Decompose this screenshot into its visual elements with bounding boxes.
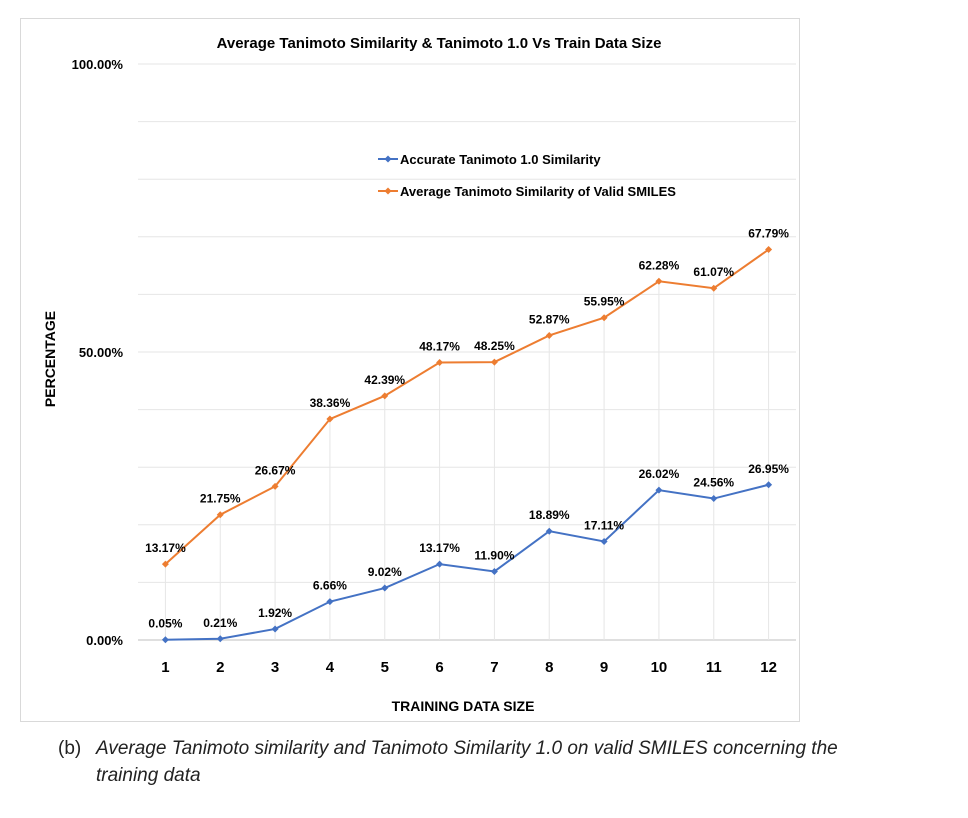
data-label: 17.11% — [584, 518, 624, 532]
data-point — [545, 331, 553, 339]
data-point — [765, 481, 773, 489]
data-point — [765, 246, 773, 254]
series-line-1 — [165, 483, 769, 641]
x-axis-title: TRAINING DATA SIZE — [392, 698, 535, 714]
legend: Accurate Tanimoto 1.0 Similarity Average … — [378, 152, 676, 199]
data-label: 67.79% — [748, 227, 789, 241]
data-point — [545, 527, 553, 535]
caption-line-1: Average Tanimoto similarity and Tanimoto… — [96, 738, 838, 759]
data-label: 13.17% — [145, 541, 186, 555]
x-tick-label: 10 — [651, 659, 668, 676]
x-tick-label: 12 — [760, 659, 777, 676]
x-tick-label: 2 — [216, 659, 224, 676]
data-point — [490, 567, 498, 575]
data-label: 48.17% — [419, 340, 460, 354]
data-point — [600, 314, 608, 322]
gridlines — [138, 63, 796, 641]
y-tick-label: 100.00% — [72, 57, 124, 72]
legend-entry: Average Tanimoto Similarity of Valid SMI… — [400, 184, 676, 199]
x-tick-label: 11 — [706, 659, 722, 676]
y-tick-label: 50.00% — [79, 345, 124, 360]
data-point — [490, 358, 498, 366]
data-point — [326, 598, 334, 606]
data-label: 6.66% — [313, 579, 347, 593]
data-label: 48.25% — [474, 339, 515, 353]
caption-line-2: training data — [96, 765, 201, 786]
data-point — [600, 537, 608, 545]
chart-frame: Average Tanimoto Similarity & Tanimoto 1… — [20, 18, 800, 722]
data-point — [381, 584, 389, 592]
data-label: 26.67% — [255, 463, 296, 477]
data-label: 18.89% — [529, 508, 570, 522]
legend-swatch-marker — [384, 187, 392, 195]
x-tick-label: 4 — [326, 659, 335, 676]
caption-prefix: (b) — [58, 738, 82, 759]
data-label: 1.92% — [258, 606, 292, 620]
line-chart: Average Tanimoto Similarity & Tanimoto 1… — [42, 35, 796, 714]
data-point — [710, 284, 718, 292]
data-point — [271, 482, 279, 490]
x-tick-label: 3 — [271, 659, 279, 676]
data-point — [216, 635, 224, 643]
chart-title: Average Tanimoto Similarity & Tanimoto 1… — [217, 35, 662, 52]
data-point — [326, 415, 334, 423]
series-line-2 — [164, 248, 770, 565]
x-tick-label: 5 — [381, 659, 389, 676]
x-tick-label: 1 — [161, 659, 169, 676]
data-point — [655, 277, 663, 285]
data-point — [710, 495, 718, 503]
data-point — [655, 486, 663, 494]
data-point — [271, 625, 279, 633]
figure-caption: (b) Average Tanimoto similarity and Tanim… — [58, 735, 963, 789]
data-label: 11.90% — [474, 548, 514, 562]
data-label: 38.36% — [310, 396, 351, 410]
data-label: 0.21% — [203, 616, 237, 630]
x-tick-label: 8 — [545, 659, 553, 676]
data-point — [381, 392, 389, 400]
data-label: 52.87% — [529, 312, 570, 326]
series-lines — [161, 246, 773, 644]
legend-swatch-marker — [384, 155, 392, 163]
y-axis-ticks: 0.00% 50.00% 100.00% — [72, 57, 124, 648]
y-axis-title: PERCENTAGE — [42, 311, 58, 407]
data-label: 42.39% — [364, 373, 405, 387]
data-point — [436, 359, 444, 367]
data-labels: 0.05% 0.21% 1.92% 6.66% 9.02% 13.17% 11.90% 18.… — [145, 227, 789, 631]
legend-entry: Accurate Tanimoto 1.0 Similarity — [400, 152, 601, 167]
data-point — [161, 560, 169, 568]
data-label: 26.95% — [748, 462, 789, 476]
data-label: 13.17% — [419, 541, 460, 555]
x-tick-label: 9 — [600, 659, 608, 676]
y-tick-label: 0.00% — [86, 633, 123, 648]
data-label: 26.02% — [639, 467, 680, 481]
data-label: 55.95% — [584, 295, 625, 309]
data-point — [436, 560, 444, 568]
x-axis-ticks: 1 2 3 4 5 6 7 8 9 10 11 12 — [161, 659, 777, 676]
data-label: 62.28% — [639, 258, 680, 272]
data-label: 21.75% — [200, 492, 241, 506]
data-label: 61.07% — [693, 265, 734, 279]
x-tick-label: 6 — [435, 659, 443, 676]
data-label: 24.56% — [693, 476, 734, 490]
x-tick-label: 7 — [490, 659, 498, 676]
data-label: 0.05% — [148, 617, 182, 631]
data-label: 9.02% — [368, 565, 402, 579]
data-point — [161, 636, 169, 644]
